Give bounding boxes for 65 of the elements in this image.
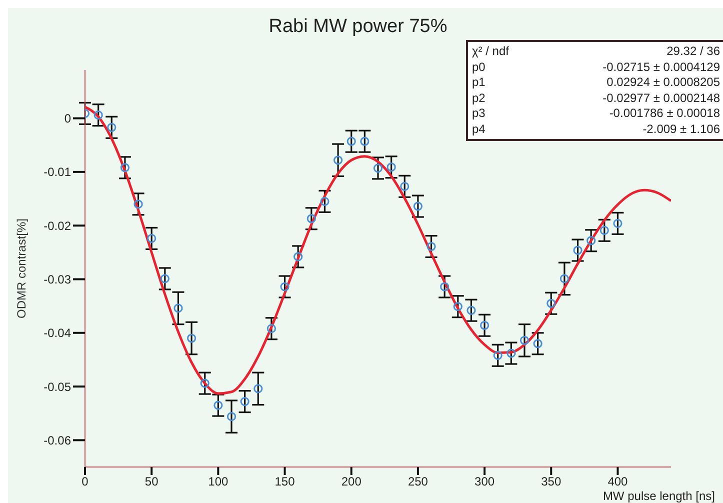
chart-title: Rabi MW power 75% [268, 16, 448, 38]
y-tick-label: -0.02 [44, 218, 72, 233]
y-tick-label: -0.06 [44, 433, 72, 448]
x-tick-label: 150 [274, 474, 296, 489]
point [226, 412, 236, 422]
text: p2 -0.02977 ± 0.0002148 [472, 90, 720, 104]
point [94, 110, 103, 120]
text: p4 -2.009 ± 1.106 [472, 122, 720, 136]
point [520, 336, 530, 345]
text: χ² / ndf 29.32 / 36 [472, 44, 720, 58]
point [346, 136, 356, 146]
point [320, 196, 330, 206]
x-tick-label: 200 [341, 474, 362, 489]
point [373, 164, 383, 173]
point [186, 334, 196, 343]
point [573, 246, 582, 255]
point [453, 302, 462, 312]
point [613, 218, 622, 228]
point [294, 252, 303, 262]
text: p1 0.02924 ± 0.0008205 [472, 75, 720, 89]
point [120, 163, 130, 172]
y-tick-label: -0.05 [44, 380, 72, 394]
point [360, 136, 370, 146]
text: p0 -0.02715 ± 0.0004129 [472, 60, 720, 74]
x-tick-label: 300 [474, 474, 495, 489]
x-tick-label: 50 [144, 474, 159, 489]
x-tick-label: 0 [82, 474, 89, 489]
point [214, 400, 223, 410]
x-tick-label: 250 [408, 474, 428, 489]
x-tick-label: 350 [541, 474, 562, 489]
point [134, 200, 143, 209]
point [200, 378, 210, 388]
x-tick-label: 100 [208, 474, 229, 489]
y-tick-label: 0 [64, 112, 72, 126]
point [480, 320, 490, 330]
point [107, 122, 116, 132]
point [493, 350, 502, 360]
point [306, 214, 316, 224]
point [546, 298, 556, 308]
point [386, 162, 396, 172]
point [586, 236, 596, 246]
y-tick-label: -0.01 [44, 165, 72, 180]
point [466, 306, 476, 315]
point [147, 234, 156, 244]
x-tick-label: 400 [608, 474, 628, 489]
x-axis-title: MW pulse length [ns] [602, 489, 715, 503]
point [426, 242, 436, 252]
point [174, 304, 183, 313]
point [266, 324, 276, 334]
y-tick-label: -0.03 [44, 272, 72, 286]
y-axis-title: ODMR contrast[%] [14, 218, 28, 319]
point [254, 384, 263, 394]
point [413, 202, 423, 211]
point [440, 282, 450, 292]
point [600, 226, 609, 235]
point [400, 182, 410, 191]
point [333, 156, 343, 165]
text: p3 -0.001786 ± 0.00018 [472, 106, 720, 120]
point [506, 348, 516, 358]
point [240, 397, 250, 406]
point [533, 339, 542, 348]
point [160, 274, 170, 284]
y-tick-label: -0.04 [44, 326, 72, 340]
point [280, 282, 290, 292]
point [560, 274, 570, 284]
